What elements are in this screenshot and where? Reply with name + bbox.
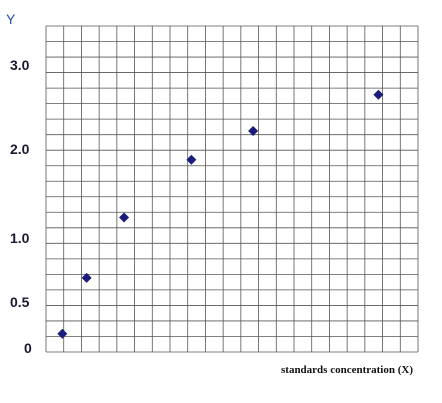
x-axis-label: standards concentration (X) <box>281 364 413 376</box>
grid <box>45 25 419 353</box>
data-points <box>57 89 384 339</box>
data-point-4 <box>186 154 197 165</box>
y-tick-label-3-0: 3.0 <box>10 57 30 73</box>
y-axis-label: Y <box>6 11 16 27</box>
data-point-5 <box>248 125 259 136</box>
y-tick-label-0: 0 <box>24 340 32 356</box>
y-tick-label-0-5: 0.5 <box>10 294 30 310</box>
y-tick-label-1-0: 1.0 <box>10 230 30 246</box>
data-point-3 <box>119 212 130 223</box>
data-point-2 <box>81 272 92 283</box>
data-point-1 <box>57 328 68 339</box>
y-tick-label-2-0: 2.0 <box>10 141 30 157</box>
data-point-6 <box>373 89 384 100</box>
